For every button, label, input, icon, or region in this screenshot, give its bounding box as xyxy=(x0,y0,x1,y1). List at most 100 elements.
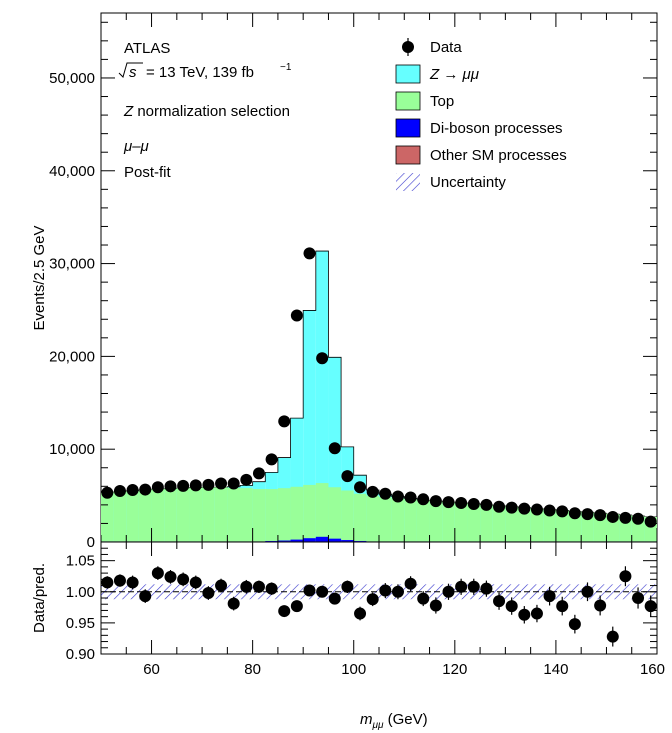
sqrt-s-symbol: s xyxy=(129,64,137,81)
ratio-point xyxy=(594,599,607,612)
main-y-axis-label: Events/2.5 GeV xyxy=(31,225,48,330)
data-point xyxy=(341,470,354,483)
data-point xyxy=(354,481,367,494)
data-point xyxy=(619,511,632,524)
bar-top xyxy=(593,513,607,542)
ratio-y-axis-label: Data/pred. xyxy=(31,563,48,633)
ratio-uncertainty-band xyxy=(101,584,657,600)
data-point xyxy=(606,510,619,523)
bar-top xyxy=(265,489,278,542)
ratio-point xyxy=(290,600,303,613)
ratio-point xyxy=(455,580,468,593)
data-points xyxy=(101,247,657,528)
bar-top xyxy=(138,490,152,542)
ratio-point xyxy=(568,618,581,631)
bar-top xyxy=(391,498,405,542)
atlas-label: ATLAS xyxy=(124,40,170,57)
ratio-point xyxy=(556,600,569,613)
bar-top xyxy=(113,491,127,542)
bar-z xyxy=(315,251,329,543)
bar-top xyxy=(480,504,493,542)
main-x-axis-ticks xyxy=(100,13,658,542)
bar-di-boson-processes xyxy=(277,540,291,542)
data-point xyxy=(455,497,468,510)
data-point xyxy=(568,507,581,520)
x-tick-label: 80 xyxy=(244,661,261,678)
ratio-point xyxy=(316,585,329,598)
y-tick-label: 20,000 xyxy=(49,348,95,365)
data-point xyxy=(632,512,645,525)
main-panel: 0 10,000 20,000 30,000 40,000 50,000 Events/2… xyxy=(31,12,658,551)
ratio-point xyxy=(493,595,506,608)
data-point xyxy=(227,477,240,490)
bar-top xyxy=(126,490,139,542)
ratio-point xyxy=(126,576,139,589)
bar-di-boson-processes xyxy=(303,538,316,542)
ratio-data-points xyxy=(101,566,657,647)
ratio-point xyxy=(480,582,493,595)
bar-top xyxy=(416,500,430,542)
ratio-point xyxy=(101,576,114,589)
bar-top xyxy=(328,487,342,542)
legend-label-z: Z → μμ xyxy=(429,66,479,83)
bar-top xyxy=(151,489,165,542)
ratio-point xyxy=(505,600,518,613)
bar-top xyxy=(290,486,304,542)
data-point xyxy=(202,478,215,491)
bar-top xyxy=(315,483,329,542)
data-point xyxy=(467,497,480,510)
channel-label: μ–μ xyxy=(123,138,149,155)
bar-top xyxy=(227,487,240,542)
luminosity-exponent: −1 xyxy=(280,62,292,73)
stacked-histogram xyxy=(101,250,657,543)
legend-swatch-other xyxy=(395,145,421,165)
ratio-point xyxy=(366,593,379,606)
legend-swatch-top xyxy=(395,91,421,111)
bar-top xyxy=(530,508,544,542)
data-point xyxy=(543,504,556,517)
bar-top xyxy=(303,484,316,542)
ratio-point xyxy=(619,570,632,583)
bar-top xyxy=(240,488,253,542)
ratio-point xyxy=(530,607,543,620)
x-axis-label-sub: μμ xyxy=(372,720,384,731)
ratio-point xyxy=(139,590,152,603)
bar-di-boson-processes xyxy=(341,540,354,542)
bar-top xyxy=(341,490,354,542)
data-point xyxy=(505,501,518,514)
bar-di-boson-processes xyxy=(290,539,304,542)
ratio-point xyxy=(328,592,341,605)
data-point xyxy=(493,500,506,513)
data-point xyxy=(265,453,278,466)
data-point xyxy=(581,508,594,521)
ratio-point xyxy=(467,580,480,593)
main-y-axis: 0 10,000 20,000 30,000 40,000 50,000 xyxy=(49,21,657,551)
x-axis-label-m: m xyxy=(360,711,373,728)
ratio-y-tick-label: 1.00 xyxy=(66,584,95,601)
bar-top xyxy=(101,492,114,542)
bar-top xyxy=(543,509,556,542)
bar-di-boson-processes xyxy=(328,538,342,542)
bar-top xyxy=(505,506,518,542)
bar-top xyxy=(252,489,266,542)
data-point xyxy=(189,479,202,492)
y-tick-label: 0 xyxy=(87,534,95,551)
main-plot-frame xyxy=(100,12,658,543)
ratio-uncertainty-hatch xyxy=(101,584,657,600)
ratio-point xyxy=(151,567,164,580)
x-tick-label: 60 xyxy=(143,661,160,678)
legend-swatch-uncertainty xyxy=(396,173,420,191)
bar-top xyxy=(467,503,481,542)
bar-top xyxy=(454,503,468,542)
data-point xyxy=(391,490,404,503)
x-tick-label: 100 xyxy=(341,661,366,678)
x-axis-label-unit: (GeV) xyxy=(383,711,427,728)
bar-top xyxy=(202,487,215,542)
bar-top xyxy=(176,488,190,542)
bar-top xyxy=(581,512,594,542)
ratio-point xyxy=(215,579,228,592)
ratio-point xyxy=(113,574,126,587)
data-point xyxy=(442,496,455,509)
fit-label: Post-fit xyxy=(124,164,172,181)
data-point xyxy=(429,495,442,508)
